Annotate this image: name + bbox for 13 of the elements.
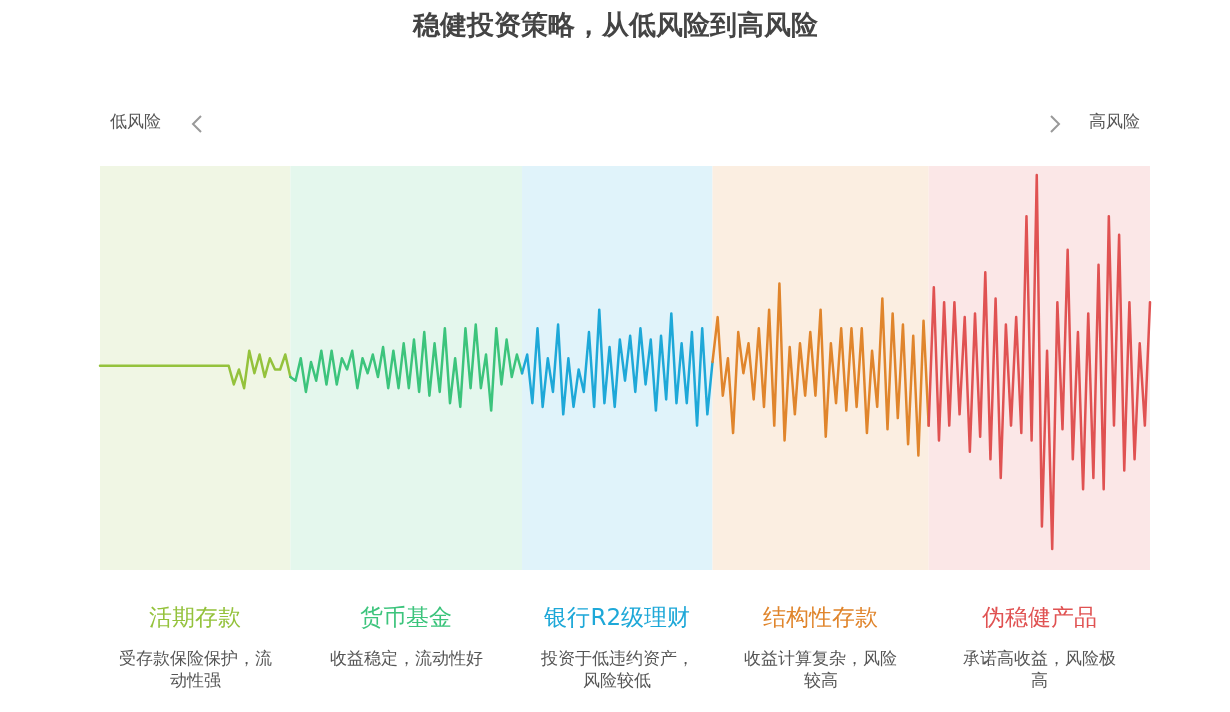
text: 投资于低违约资产，风险较低 <box>539 648 694 690</box>
text: 货币基金 <box>360 604 453 630</box>
text: 伪稳健产品 <box>981 604 1097 630</box>
text: 银行R2级理财 <box>543 604 691 630</box>
text: 收益计算复杂，风险较高 <box>744 648 898 690</box>
text: 收益稳定，流动性好 <box>329 648 483 668</box>
text: 高风险 <box>1089 111 1140 131</box>
text: 结构性存款 <box>763 604 879 630</box>
text: 承诺高收益，风险极高 <box>962 648 1116 690</box>
chart-title: 稳健投资策略，从低风险到高风险 <box>411 9 819 40</box>
text: 活期存款 <box>149 604 242 630</box>
text: 低风险 <box>110 111 161 131</box>
text: 受存款保险保护，流动性强 <box>118 648 272 690</box>
